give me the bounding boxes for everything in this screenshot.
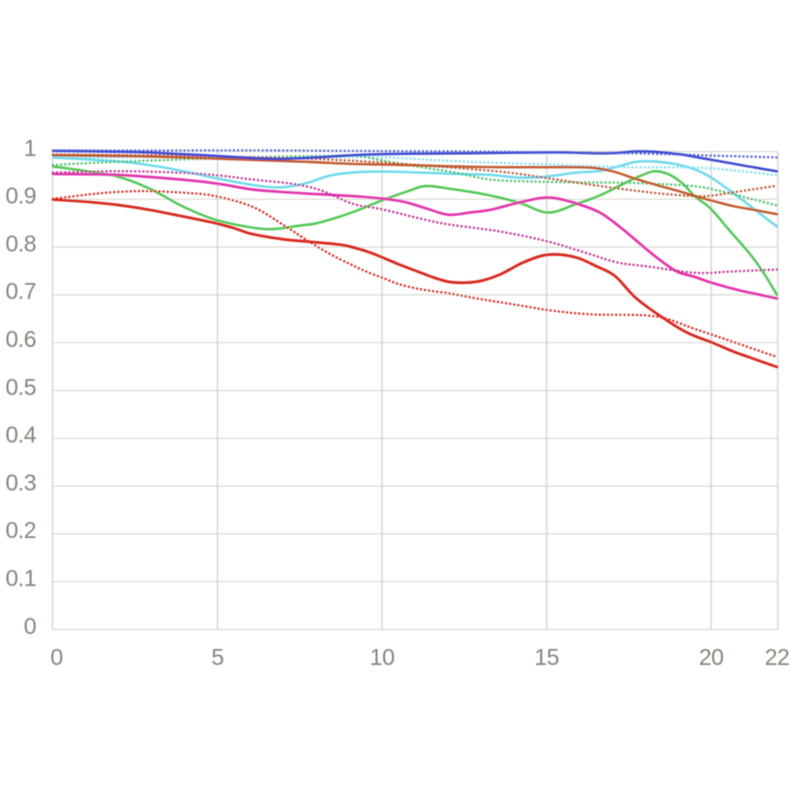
- svg-text:0.6: 0.6: [6, 326, 36, 352]
- svg-text:0.5: 0.5: [6, 374, 36, 400]
- svg-text:22: 22: [765, 644, 790, 670]
- svg-text:0.1: 0.1: [6, 565, 36, 591]
- svg-text:0.9: 0.9: [6, 183, 36, 209]
- svg-text:0.2: 0.2: [6, 517, 36, 543]
- svg-text:0: 0: [24, 613, 36, 639]
- svg-text:0: 0: [50, 644, 62, 670]
- svg-text:0.7: 0.7: [6, 278, 36, 304]
- svg-text:5: 5: [211, 644, 223, 670]
- svg-text:0.8: 0.8: [6, 230, 36, 256]
- svg-text:0.4: 0.4: [6, 422, 37, 448]
- svg-text:20: 20: [699, 644, 724, 670]
- svg-text:15: 15: [534, 644, 559, 670]
- svg-text:10: 10: [370, 644, 395, 670]
- svg-text:0.3: 0.3: [6, 469, 36, 495]
- svg-text:1: 1: [24, 135, 36, 161]
